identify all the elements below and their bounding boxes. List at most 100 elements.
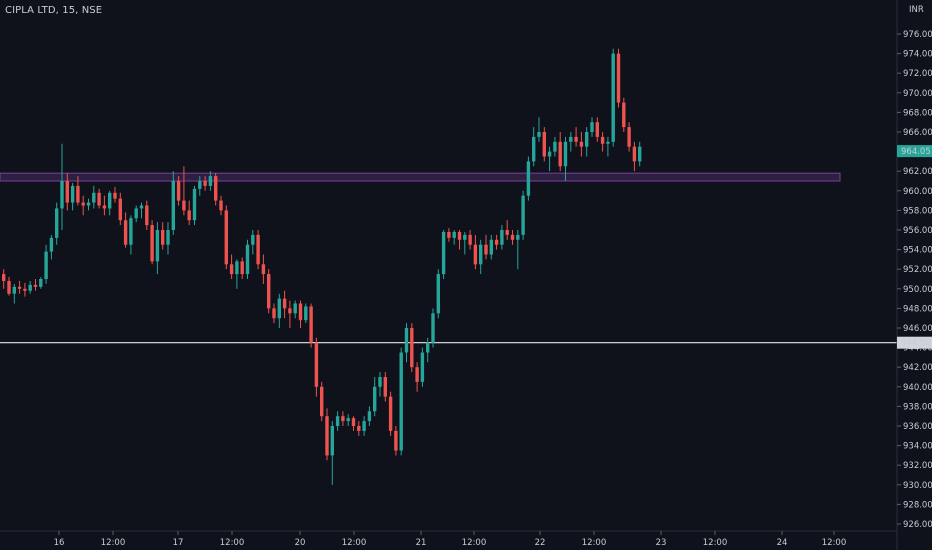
candle [161, 222, 165, 250]
candle [484, 234, 488, 260]
candle-body [229, 264, 234, 275]
candle-body [537, 132, 541, 137]
candle [49, 234, 54, 260]
candle [468, 230, 472, 250]
time-tick-label: 12:00 [582, 538, 607, 548]
candle [346, 414, 350, 426]
symbol-title: CIPLA LTD, 15, NSE [5, 5, 103, 16]
candle [17, 280, 22, 294]
candle [2, 269, 6, 289]
candle-body [600, 136, 605, 144]
candle-body [521, 195, 525, 235]
candle-body [256, 234, 260, 265]
candle-body [494, 239, 499, 245]
candle-body [516, 234, 520, 240]
candle [28, 280, 32, 294]
candle-body [166, 230, 170, 245]
price-tick-label: 942.00 [903, 363, 932, 373]
candle [12, 283, 16, 304]
candle-body [92, 192, 96, 203]
candle-body [590, 122, 594, 132]
candle [569, 132, 573, 152]
candle [33, 279, 38, 291]
candle [404, 323, 409, 363]
candle [309, 303, 313, 348]
candle-body [39, 279, 43, 287]
candle-body [70, 185, 75, 203]
candle-body [282, 298, 287, 309]
candle [335, 411, 340, 431]
time-tick-label: 12:00 [822, 538, 847, 548]
time-tick-label: 12:00 [703, 538, 728, 548]
time-tick-label: 12:00 [342, 538, 367, 548]
candle-body [622, 102, 626, 128]
candle [505, 220, 509, 240]
candle-body [171, 181, 175, 230]
time-tick-label: 20 [295, 538, 306, 548]
price-tick-label: 966.00 [903, 128, 932, 138]
candle [627, 122, 631, 152]
candle [261, 254, 266, 284]
price-tick-label: 972.00 [903, 69, 932, 79]
candle-body [49, 237, 54, 252]
price-axis[interactable]: 926.00 928.00 930.00 932.00 934.00 936.00 938.… [896, 0, 932, 550]
candle [39, 277, 43, 289]
candle-body [346, 418, 350, 422]
candle [219, 195, 223, 216]
candle [558, 132, 562, 172]
candle-body [208, 176, 213, 186]
candle-body [102, 205, 107, 209]
candle [176, 176, 181, 206]
candle-body [224, 210, 228, 265]
price-tick-label: 960.00 [903, 187, 932, 197]
candle-body [17, 286, 22, 289]
candle-body [161, 230, 165, 245]
candle-body [155, 230, 160, 262]
candle-body [489, 239, 493, 255]
candle-body [595, 122, 599, 137]
candle-body [288, 308, 292, 314]
time-axis[interactable]: 16 12:00 17 12:00 20 12:00 21 12:00 22 12:00 23 12:… [0, 530, 897, 548]
candle [415, 362, 419, 392]
candle [60, 143, 64, 230]
price-tick-label: 952.00 [903, 265, 932, 275]
time-tick-label: 16 [54, 538, 65, 548]
candle [638, 141, 642, 167]
price-tick-label: 938.00 [903, 402, 932, 412]
candle [431, 308, 435, 348]
candle-body [81, 202, 85, 206]
candle [500, 225, 504, 250]
candle [198, 176, 202, 196]
candle-body [351, 418, 356, 426]
candle [139, 202, 144, 219]
candle-body [44, 251, 48, 279]
candle [351, 416, 356, 431]
candle-body [383, 377, 387, 397]
last-price-label: 964.05 [901, 147, 931, 157]
candle-body [426, 342, 430, 353]
candle-body [479, 244, 483, 265]
candle-body [367, 411, 372, 422]
time-tick-label: 22 [535, 538, 546, 548]
candle-body [547, 151, 552, 157]
candle-body [245, 244, 250, 275]
time-tick-label: 12:00 [220, 538, 245, 548]
candle-body [113, 192, 117, 199]
candle-body [298, 303, 303, 321]
candle [320, 381, 324, 422]
candle [187, 200, 191, 226]
candle-body [553, 141, 557, 152]
time-tick-label: 24 [777, 538, 788, 548]
candle [595, 117, 599, 142]
candle-body [118, 198, 122, 221]
candle [489, 234, 493, 260]
candle [23, 282, 27, 297]
candle-body [320, 386, 324, 417]
candle-body [325, 416, 329, 456]
candle [447, 228, 451, 242]
candle [341, 411, 345, 426]
candle-body [214, 176, 218, 201]
candle-body [330, 426, 334, 456]
candle-body [484, 244, 488, 255]
